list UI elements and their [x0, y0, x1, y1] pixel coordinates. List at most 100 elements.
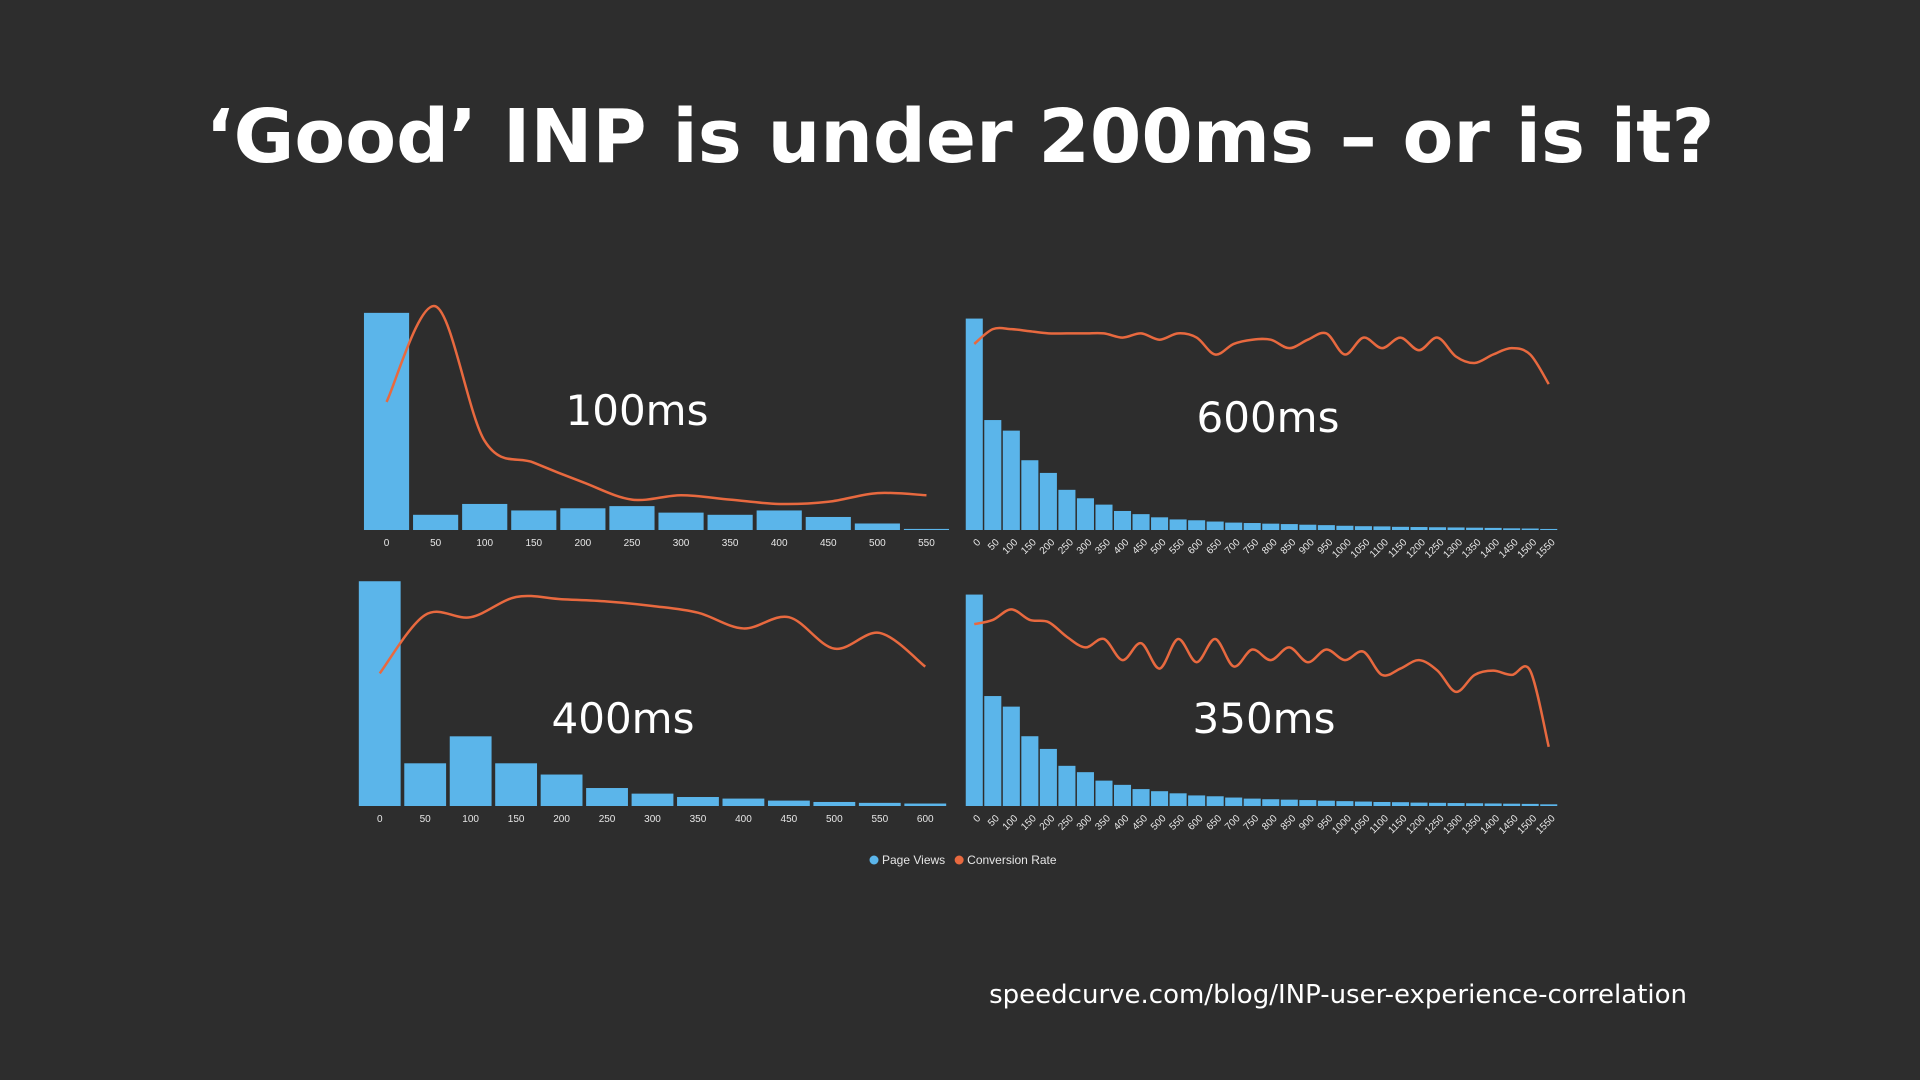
x-tick-label: 0	[384, 538, 390, 549]
x-tick-label: 550	[871, 814, 888, 825]
bar	[1521, 803, 1539, 806]
bar	[404, 763, 447, 806]
bar	[449, 736, 492, 806]
x-tick-label: 500	[826, 814, 843, 825]
annotation: 350ms	[1193, 694, 1336, 743]
bar	[1243, 798, 1261, 806]
x-tick-label: 350	[722, 538, 739, 549]
bar	[1058, 489, 1076, 530]
annotation: 400ms	[552, 694, 695, 743]
x-tick-label: 100	[462, 814, 479, 825]
bar	[1484, 527, 1502, 530]
source-link: speedcurve.com/blog/INP-user-experience-…	[989, 980, 1687, 1010]
x-tick-label: 400	[771, 538, 788, 549]
bar	[1429, 527, 1447, 530]
bar	[1540, 528, 1558, 530]
bar	[1188, 795, 1206, 806]
bar	[904, 803, 947, 806]
bar	[903, 528, 950, 530]
bar	[358, 581, 401, 806]
legend-label: Page Views	[882, 853, 945, 867]
line	[378, 594, 927, 675]
bar	[1503, 803, 1521, 806]
bar	[1503, 528, 1521, 530]
x-tick-label: 300	[673, 538, 690, 549]
x-tick-label: 0	[377, 814, 383, 825]
bar	[984, 696, 1002, 806]
bar	[1039, 472, 1057, 530]
annotation: 600ms	[1197, 393, 1340, 442]
bar	[677, 797, 719, 806]
bar	[586, 788, 628, 806]
bar	[1447, 803, 1465, 806]
line	[973, 608, 1550, 748]
bar	[965, 318, 983, 530]
bar	[1169, 519, 1187, 530]
bar	[1002, 706, 1020, 806]
legend: Page Views Conversion Rate	[869, 853, 1057, 867]
bar	[707, 514, 753, 530]
bar	[1206, 796, 1224, 806]
bar	[1317, 525, 1335, 530]
bar	[1039, 748, 1057, 806]
x-tick-label: 450	[781, 814, 798, 825]
bar	[1002, 430, 1020, 530]
bar	[1391, 526, 1410, 530]
bar	[1447, 527, 1465, 530]
chart: 0 50 100 150 200 250 300 350 400 450 500 550 100ms	[363, 305, 950, 549]
bar	[1151, 791, 1169, 806]
bar	[1354, 526, 1372, 530]
bar	[1373, 801, 1391, 806]
bar	[1021, 736, 1039, 806]
bar	[1336, 801, 1354, 806]
x-tick-label: 500	[869, 538, 886, 549]
bar	[1299, 524, 1317, 530]
bar	[756, 510, 802, 530]
bar	[1076, 498, 1094, 530]
bar	[854, 523, 900, 530]
bar	[1132, 789, 1150, 806]
bar	[722, 798, 765, 806]
bar	[495, 763, 538, 806]
x-tick-label: 350	[690, 814, 707, 825]
bar	[1243, 523, 1261, 530]
bar	[560, 508, 606, 530]
bar	[1095, 504, 1113, 530]
x-tick-label: 150	[508, 814, 525, 825]
legend-swatch	[954, 855, 964, 865]
bar	[1132, 514, 1150, 530]
x-tick-label: 250	[599, 814, 616, 825]
bar	[1113, 510, 1132, 530]
x-tick-label: 200	[575, 538, 592, 549]
bar	[1262, 799, 1280, 806]
chart: 0 50 100 150 200 250 300 350 400 450 500 550 600 400m…	[358, 581, 947, 825]
bar	[1466, 527, 1484, 530]
x-tick-label: 100	[476, 538, 493, 549]
legend-swatch	[869, 855, 879, 865]
x-tick-label: 150	[525, 538, 542, 549]
slide-title: ‘Good’ INP is under 200ms – or is it?	[206, 94, 1715, 180]
bar	[658, 512, 704, 530]
x-tick-label: 550	[918, 538, 935, 549]
bar	[805, 516, 851, 530]
annotation: 100ms	[566, 386, 709, 435]
bar	[631, 793, 674, 806]
bar	[1188, 520, 1206, 530]
x-tick-label: 450	[820, 538, 837, 549]
bar	[1336, 525, 1354, 530]
bar	[1466, 803, 1484, 806]
x-tick-label: 300	[644, 814, 661, 825]
bar	[965, 594, 983, 806]
bar	[1354, 801, 1372, 806]
bar	[540, 774, 583, 806]
bar	[1076, 772, 1094, 806]
bar	[1058, 765, 1076, 806]
bar	[1095, 780, 1113, 806]
bar	[1262, 523, 1280, 530]
bar	[1169, 793, 1187, 806]
legend-label: Conversion Rate	[967, 853, 1057, 867]
bar	[1410, 527, 1428, 530]
bar	[1484, 803, 1502, 806]
bar	[413, 514, 459, 530]
